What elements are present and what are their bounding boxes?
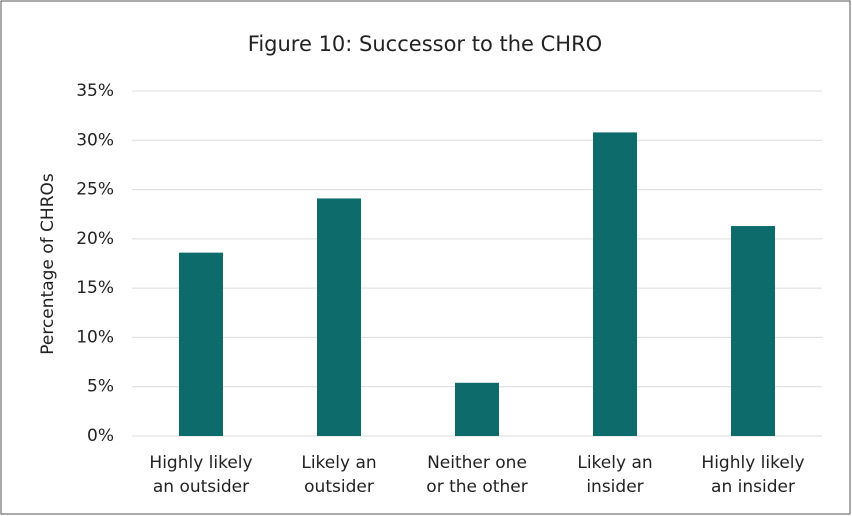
x-tick-label: Likely an [301,453,376,473]
bar [731,226,775,436]
bar [179,252,223,436]
x-tick-label: insider [586,477,643,497]
y-tick-label: 10% [76,327,114,347]
bar [317,198,361,436]
y-tick-label: 5% [87,377,114,397]
x-tick-label: Neither one [427,453,527,473]
y-tick-label: 15% [76,278,114,298]
chart-title: Figure 10: Successor to the CHRO [248,32,602,56]
y-tick-label: 25% [76,180,114,200]
x-tick-label: outsider [304,477,374,497]
x-tick-label: Highly likely [149,453,252,473]
bar [593,132,637,436]
y-tick-label: 0% [87,426,114,446]
y-tick-label: 35% [76,81,114,101]
y-tick-label: 30% [76,130,114,150]
y-tick-label: 20% [76,229,114,249]
y-axis-label: Percentage of CHROs [38,173,58,355]
x-tick-label: an insider [711,477,795,497]
x-tick-label: an outsider [153,477,249,497]
x-tick-label: Likely an [577,453,652,473]
x-tick-label: Highly likely [701,453,804,473]
bar [455,382,499,436]
x-tick-label: or the other [426,477,527,497]
